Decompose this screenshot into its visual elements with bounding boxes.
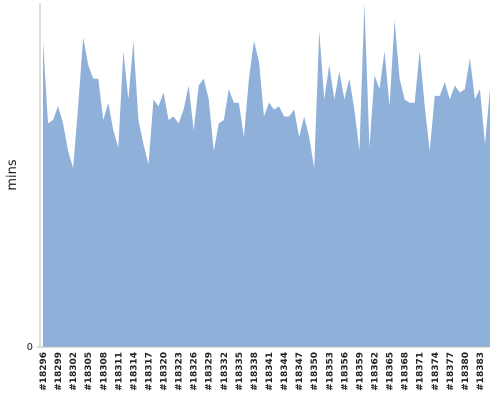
x-tick-label: #18377 (446, 352, 456, 391)
x-tick-label: #18365 (386, 352, 396, 391)
x-tick-label: #18329 (205, 352, 215, 391)
x-tick-label: #18332 (220, 352, 230, 391)
x-tick-label: #18353 (325, 352, 335, 391)
x-tick-label: #18302 (69, 352, 79, 391)
x-tick-label: #18338 (250, 352, 260, 391)
x-tick-label: #18368 (401, 352, 411, 391)
x-tick-label: #18314 (129, 352, 139, 391)
x-tick-label: #18320 (160, 352, 170, 391)
x-tick-label: #18362 (370, 352, 380, 391)
x-tick-label: #18296 (39, 352, 49, 391)
y-axis-label: mins (5, 159, 20, 191)
x-tick-label: #18308 (99, 352, 109, 391)
x-tick-label: #18335 (235, 352, 245, 391)
x-tick-label: #18317 (144, 352, 154, 391)
x-tick-label: #18350 (310, 352, 320, 391)
x-tick-label: #18311 (114, 352, 124, 391)
x-tick-label: #18323 (175, 352, 185, 391)
x-tick-label: #18374 (431, 352, 441, 391)
x-tick-label: #18299 (54, 352, 64, 391)
x-tick-label: #18344 (280, 352, 290, 391)
y-tick-label: 0 (27, 342, 33, 353)
x-tick-label: #18371 (416, 352, 426, 391)
x-tick-label: #18305 (84, 352, 94, 391)
x-tick-label: #18359 (355, 352, 365, 391)
area (43, 3, 490, 347)
x-tick-label: #18380 (461, 352, 471, 391)
x-tick-label: #18341 (265, 352, 275, 391)
x-tick-label: #18356 (340, 352, 350, 391)
x-tick-label: #18347 (295, 352, 305, 391)
x-tick-label: #18326 (190, 352, 200, 391)
x-tick-label: #18383 (476, 352, 486, 391)
